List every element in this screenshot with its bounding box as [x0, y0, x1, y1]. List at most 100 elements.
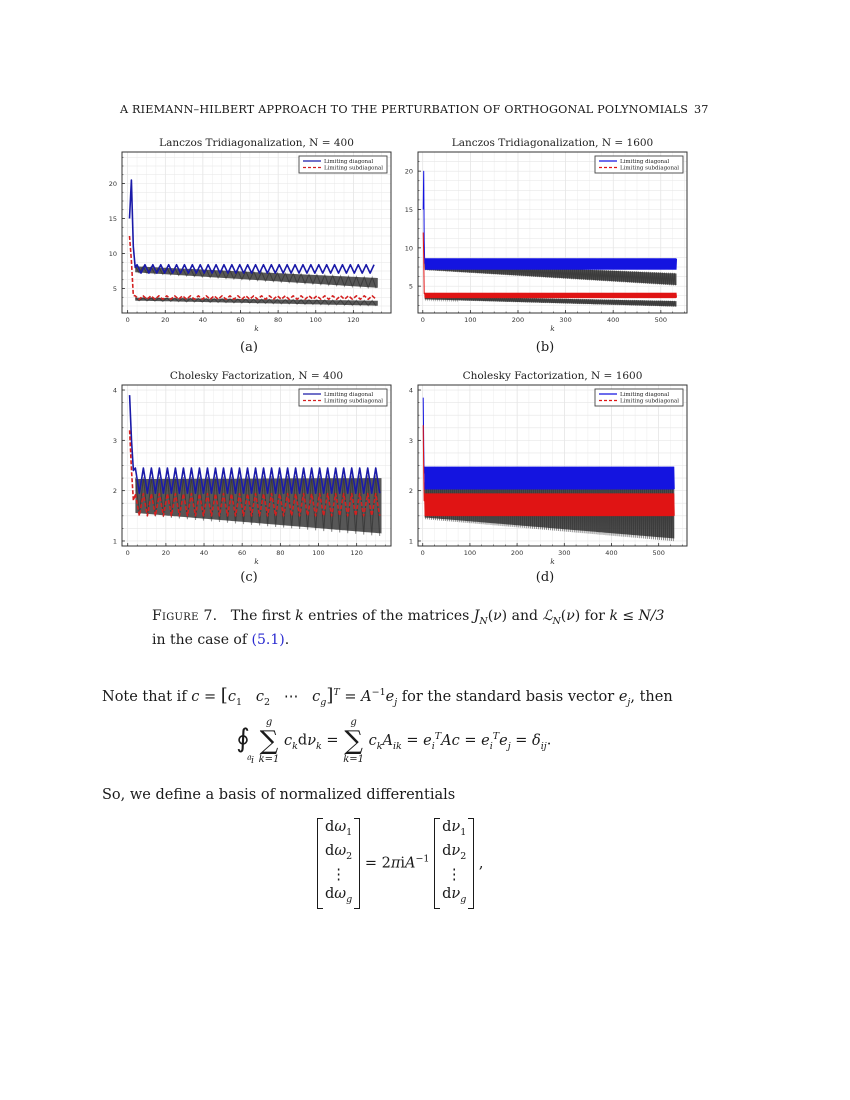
chart-lanczos-n1600: Lanczos Tridiagonalization, N = 1600 0 100…: [396, 132, 692, 337]
subdiagonal-line: [128, 235, 377, 301]
x-tick-label: 40: [199, 316, 207, 324]
subcaption-b: (b): [535, 340, 555, 355]
x-tick-label: 400: [607, 316, 619, 324]
legend-entry: Limiting diagonal: [620, 392, 669, 398]
legend-entry: Limiting diagonal: [324, 159, 373, 165]
legend-entry: Limiting subdiagonal: [324, 166, 383, 172]
paragraph-text: for the standard basis vector: [397, 689, 619, 705]
equation-reference-link[interactable]: (5.1): [251, 631, 285, 648]
y-tick-label: 2: [409, 487, 413, 495]
diagonal-line: [422, 397, 675, 490]
figure-caption: Figure 7. The first k entries of the mat…: [152, 608, 665, 648]
page-number: 37: [693, 103, 709, 116]
x-tick-label: 0: [126, 316, 130, 324]
x-tick-label: 100: [310, 316, 322, 324]
y-tick-label: 10: [109, 250, 117, 258]
y-tick-label: 4: [409, 387, 413, 395]
diagonal-line: [422, 170, 678, 270]
x-tick-label: 100: [464, 549, 476, 557]
paragraph-basis: So, we define a basis of normalized diff…: [102, 787, 456, 803]
x-axis-label: k: [550, 324, 555, 333]
caption-text: .: [284, 631, 290, 648]
subcaption-a: (a): [240, 340, 258, 355]
display-equation-normalized-differentials: dω1 dω2 ⋮ dωg = 2πiA−1 dν1 dν2 ⋮ dνg ,: [317, 818, 484, 909]
x-axis-label: k: [254, 324, 259, 333]
x-tick-label: 0: [126, 549, 130, 557]
legend-entry: Limiting diagonal: [620, 159, 669, 165]
x-axis-label: k: [254, 557, 259, 566]
caption-condition: k ≤ N/3: [609, 608, 665, 624]
subcaption-d: (d): [535, 570, 555, 585]
legend-entry: Limiting diagonal: [324, 392, 373, 398]
x-tick-label: 200: [512, 316, 524, 324]
x-tick-label: 120: [350, 549, 362, 557]
y-tick-label: 5: [409, 283, 413, 291]
x-tick-label: 100: [312, 549, 324, 557]
legend-entry: Limiting subdiagonal: [324, 399, 383, 405]
plot-frame: [121, 151, 392, 314]
x-tick-label: 80: [274, 316, 282, 324]
legend-entry: Limiting subdiagonal: [620, 166, 679, 172]
y-tick-label: 15: [405, 206, 413, 214]
paragraph-note: Note that if c = [c1 c2 ⋯ cg]T = A−1ej f…: [102, 685, 673, 708]
caption-label: Figure 7.: [152, 608, 218, 624]
y-tick-label: 4: [113, 387, 117, 395]
running-head: A RIEMANN–HILBERT APPROACH TO THE PERTUR…: [120, 103, 740, 116]
y-tick-label: 15: [109, 215, 117, 223]
caption-var-j: J: [473, 608, 480, 624]
caption-text: in the case of: [152, 631, 252, 648]
chart-title: Cholesky Factorization, N = 400: [170, 370, 343, 382]
legend-entry: Limiting subdiagonal: [620, 399, 679, 405]
caption-text: and: [507, 608, 543, 624]
y-tick-label: 3: [409, 437, 413, 445]
caption-text: entries of the matrices: [303, 608, 474, 624]
y-tick-label: 2: [113, 487, 117, 495]
x-axis-label: k: [550, 557, 555, 566]
x-tick-label: 20: [161, 316, 169, 324]
diagonal-line: [128, 395, 381, 494]
chart-lanczos-n400: Lanczos Tridiagonalization, N = 400 0 20 40…: [100, 132, 396, 337]
y-tick-label: 20: [109, 180, 117, 188]
chart-title: Cholesky Factorization, N = 1600: [463, 370, 643, 382]
plot-frame: [417, 151, 688, 314]
chart-title: Lanczos Tridiagonalization, N = 400: [159, 137, 354, 149]
chart-title: Lanczos Tridiagonalization, N = 1600: [452, 137, 653, 149]
y-tick-label: 1: [113, 537, 117, 545]
subdiagonal-line: [422, 425, 675, 517]
subdiagonal-line: [422, 232, 678, 299]
subcaption-c: (c): [240, 570, 258, 585]
x-tick-label: 120: [347, 316, 359, 324]
paragraph-text: Note that if: [102, 689, 192, 705]
x-tick-label: 300: [558, 549, 570, 557]
subdiagonal-line: [128, 430, 381, 517]
x-tick-label: 200: [511, 549, 523, 557]
x-tick-label: 80: [276, 549, 284, 557]
caption-var-l: ℒ: [542, 608, 553, 624]
x-tick-label: 60: [238, 549, 246, 557]
chart-cholesky-n400: Cholesky Factorization, N = 400 0 20 40 60 80…: [100, 365, 396, 570]
x-tick-label: 300: [559, 316, 571, 324]
x-tick-label: 20: [162, 549, 170, 557]
running-head-title: A RIEMANN–HILBERT APPROACH TO THE PERTUR…: [120, 103, 689, 116]
display-equation-delta: ∮ 𝔞i g ∑ k=1 ckdνk = g ∑ k=1 ckAik = eiTAc = …: [236, 716, 552, 767]
x-tick-label: 500: [655, 316, 667, 324]
x-tick-label: 0: [421, 549, 425, 557]
y-tick-label: 5: [113, 285, 117, 293]
caption-text: The first: [230, 608, 296, 624]
inline-math-c-vector: c = [c1 c2 ⋯ cg]T = A−1ej: [191, 685, 398, 708]
x-tick-label: 40: [200, 549, 208, 557]
diagonal-line: [128, 179, 375, 274]
y-tick-label: 3: [113, 437, 117, 445]
paragraph-text: , then: [630, 689, 673, 705]
caption-text: for: [580, 608, 610, 624]
caption-var-k: k: [295, 608, 304, 624]
x-tick-label: 60: [236, 316, 244, 324]
chart-cholesky-n1600: Cholesky Factorization, N = 1600 0 100 200 3…: [396, 365, 692, 570]
x-tick-label: 500: [652, 549, 664, 557]
x-tick-label: 0: [421, 316, 425, 324]
x-tick-label: 100: [464, 316, 476, 324]
